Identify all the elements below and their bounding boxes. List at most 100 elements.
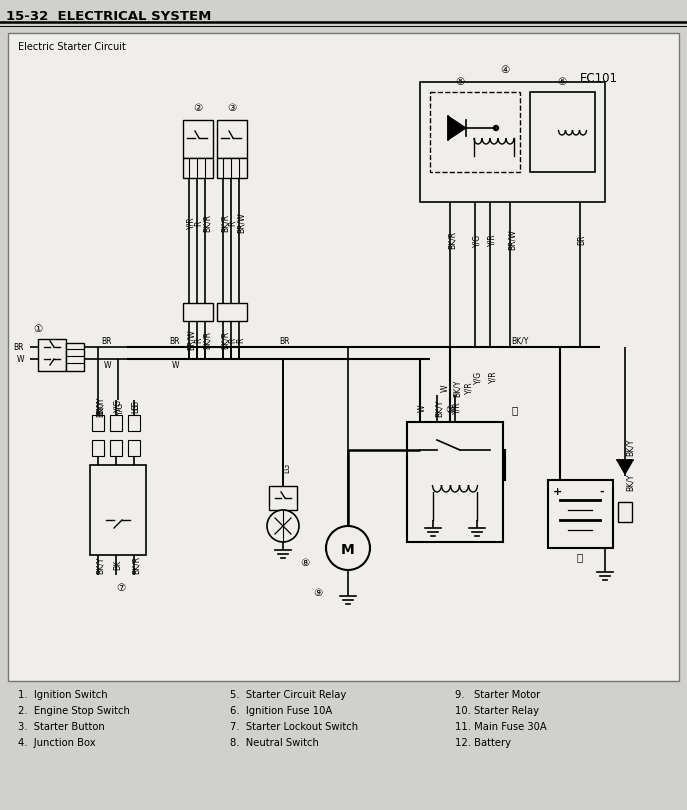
- Text: 3.  Starter Button: 3. Starter Button: [18, 722, 104, 732]
- Bar: [183, 120, 213, 158]
- Text: W: W: [171, 360, 179, 369]
- Text: ③: ③: [227, 103, 236, 113]
- Text: R: R: [194, 337, 203, 343]
- Bar: [217, 303, 247, 321]
- Text: 12. Battery: 12. Battery: [455, 738, 511, 748]
- Text: BK/Y: BK/Y: [625, 438, 635, 456]
- Bar: [92, 415, 104, 431]
- Bar: [217, 120, 247, 158]
- Text: BK/Y: BK/Y: [95, 396, 104, 414]
- Bar: [110, 415, 122, 431]
- Text: +: +: [553, 487, 563, 497]
- Text: BR/W: BR/W: [236, 213, 245, 233]
- Text: BR: BR: [578, 235, 587, 245]
- Bar: [66, 343, 84, 371]
- Text: ⑦: ⑦: [116, 583, 126, 593]
- Text: 11. Main Fuse 30A: 11. Main Fuse 30A: [455, 722, 547, 732]
- Bar: [92, 440, 104, 456]
- Bar: [128, 440, 140, 456]
- Text: BK/R: BK/R: [221, 214, 229, 232]
- Polygon shape: [448, 116, 466, 140]
- Text: LG: LG: [282, 463, 291, 473]
- Text: W: W: [440, 384, 449, 392]
- Text: ②: ②: [193, 103, 203, 113]
- Circle shape: [326, 526, 370, 570]
- Bar: [420, 82, 605, 202]
- Text: Y/R: Y/R: [186, 217, 196, 229]
- Text: BR: BR: [14, 343, 24, 352]
- Text: Y/G: Y/G: [115, 402, 124, 415]
- Text: 2.  Engine Stop Switch: 2. Engine Stop Switch: [18, 706, 130, 716]
- Bar: [183, 158, 213, 178]
- Text: Y/R: Y/R: [488, 234, 497, 246]
- Text: ⑨: ⑨: [313, 588, 323, 598]
- Text: Y/G: Y/G: [473, 233, 482, 246]
- Bar: [183, 303, 213, 321]
- Text: 1.  Ignition Switch: 1. Ignition Switch: [18, 690, 108, 700]
- Text: ①: ①: [34, 324, 43, 334]
- Text: BR: BR: [170, 338, 180, 347]
- Text: W: W: [103, 360, 111, 369]
- Bar: [8, 33, 679, 681]
- Bar: [530, 92, 595, 172]
- Text: BK/R: BK/R: [203, 214, 212, 232]
- Text: ⑤: ⑤: [455, 77, 464, 87]
- Bar: [128, 415, 140, 431]
- Text: LG: LG: [131, 400, 141, 410]
- Bar: [430, 92, 520, 172]
- Text: BK/Y: BK/Y: [434, 399, 444, 416]
- Text: LG: LG: [131, 403, 141, 413]
- Text: 5.  Starter Circuit Relay: 5. Starter Circuit Relay: [230, 690, 346, 700]
- Bar: [38, 339, 66, 371]
- Text: BR/W: BR/W: [186, 330, 196, 350]
- Text: BK/R: BK/R: [221, 331, 229, 349]
- Text: 7.  Starter Lockout Switch: 7. Starter Lockout Switch: [230, 722, 358, 732]
- Text: 10. Starter Relay: 10. Starter Relay: [455, 706, 539, 716]
- Text: Y/R: Y/R: [464, 382, 473, 394]
- Text: 9.   Starter Motor: 9. Starter Motor: [455, 690, 540, 700]
- Text: BR: BR: [102, 338, 112, 347]
- Text: Y/R: Y/R: [488, 371, 497, 383]
- Text: 15-32  ELECTRICAL SYSTEM: 15-32 ELECTRICAL SYSTEM: [6, 10, 212, 23]
- Polygon shape: [617, 460, 633, 474]
- Text: Y/G: Y/G: [473, 370, 482, 384]
- Text: BK/Y: BK/Y: [95, 556, 104, 573]
- Text: 6.  Ignition Fuse 10A: 6. Ignition Fuse 10A: [230, 706, 333, 716]
- Text: ④: ④: [500, 65, 510, 75]
- Text: Y/R: Y/R: [453, 402, 462, 414]
- Text: BK/Y: BK/Y: [95, 399, 104, 416]
- Text: EC101: EC101: [580, 71, 618, 84]
- Text: 4.  Junction Box: 4. Junction Box: [18, 738, 95, 748]
- Bar: [618, 502, 632, 522]
- Text: -: -: [600, 487, 605, 497]
- Text: BK/R: BK/R: [131, 556, 141, 574]
- Text: ⑪: ⑪: [512, 405, 518, 415]
- Text: BK/Y: BK/Y: [625, 473, 635, 491]
- Bar: [548, 480, 613, 548]
- Text: BK/Y: BK/Y: [453, 379, 462, 397]
- Circle shape: [493, 126, 499, 130]
- Text: BK/Y: BK/Y: [511, 336, 529, 346]
- Bar: [269, 486, 297, 510]
- Text: BK/R: BK/R: [203, 331, 212, 349]
- Text: Y/G: Y/G: [113, 399, 122, 411]
- Text: W: W: [418, 404, 427, 411]
- Bar: [407, 422, 503, 542]
- Text: ⑫: ⑫: [577, 552, 583, 562]
- Text: ⑧: ⑧: [300, 558, 310, 568]
- Text: Electric Starter Circuit: Electric Starter Circuit: [18, 42, 126, 52]
- Bar: [90, 465, 146, 555]
- Text: BR/W: BR/W: [508, 230, 517, 250]
- Text: R: R: [229, 220, 238, 226]
- Bar: [217, 158, 247, 178]
- Text: BR: BR: [280, 338, 290, 347]
- Text: R: R: [236, 337, 245, 343]
- Text: 8.  Neutral Switch: 8. Neutral Switch: [230, 738, 319, 748]
- Text: ⑥: ⑥: [557, 77, 567, 87]
- Text: R: R: [229, 337, 238, 343]
- Text: W: W: [16, 355, 24, 364]
- Text: ⑩: ⑩: [445, 405, 455, 415]
- Text: R: R: [194, 220, 203, 226]
- Bar: [110, 440, 122, 456]
- Text: BK: BK: [113, 560, 122, 570]
